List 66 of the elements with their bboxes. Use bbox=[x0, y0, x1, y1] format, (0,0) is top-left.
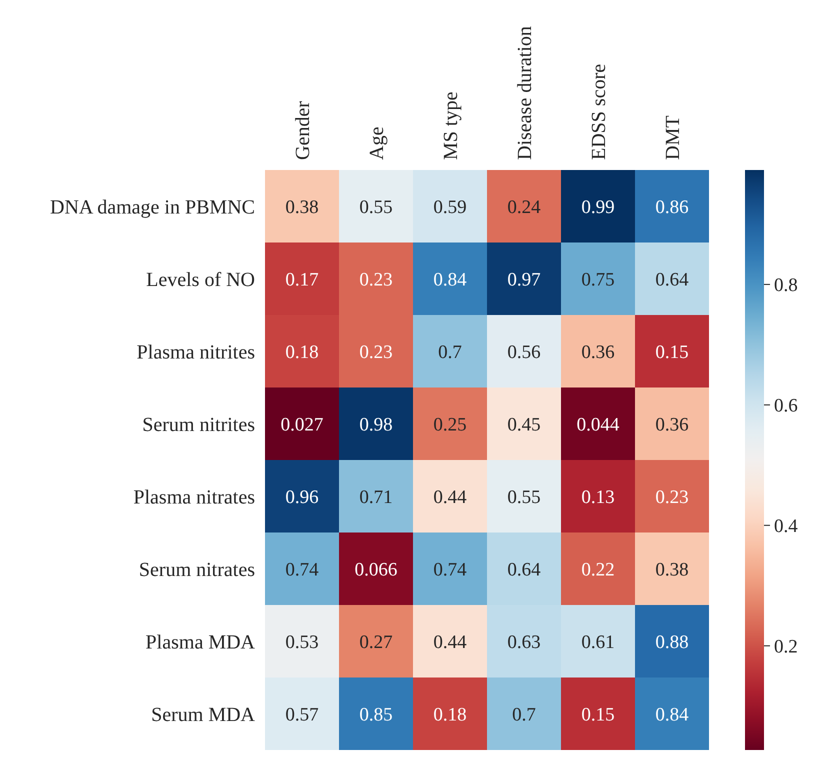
x-tick-label: DMT bbox=[662, 116, 684, 160]
y-tick-label: Plasma nitrites bbox=[136, 341, 256, 364]
data-label: 0.7 bbox=[438, 342, 462, 363]
data-label: 0.53 bbox=[285, 632, 319, 653]
x-tick-label: MS type bbox=[440, 92, 462, 160]
data-label: 0.74 bbox=[285, 559, 320, 580]
data-label: 0.84 bbox=[433, 269, 468, 290]
data-label: 0.044 bbox=[576, 414, 620, 436]
data-label: 0.61 bbox=[581, 632, 615, 653]
data-label: 0.25 bbox=[433, 414, 467, 436]
data-label: 0.98 bbox=[359, 414, 393, 436]
data-label: 0.96 bbox=[285, 486, 319, 508]
color-bar-label: 0.4 bbox=[774, 516, 798, 537]
y-tick-label: Serum nitrites bbox=[142, 414, 256, 436]
data-label: 0.23 bbox=[655, 486, 689, 508]
data-label: 0.45 bbox=[507, 414, 541, 436]
data-label: 0.85 bbox=[359, 704, 393, 726]
data-label: 0.22 bbox=[581, 559, 615, 580]
data-label: 0.97 bbox=[507, 269, 541, 290]
data-label: 0.55 bbox=[507, 486, 541, 508]
x-tick-label: Disease duration bbox=[514, 26, 536, 160]
y-tick-label: DNA damage in PBMNC bbox=[50, 196, 255, 218]
data-label: 0.27 bbox=[359, 632, 393, 653]
x-tick-label: Gender bbox=[292, 100, 314, 160]
data-label: 0.57 bbox=[285, 704, 319, 726]
y-tick-label: Plasma MDA bbox=[146, 631, 256, 654]
data-label: 0.13 bbox=[581, 486, 615, 508]
data-label: 0.38 bbox=[655, 559, 689, 580]
data-label: 0.88 bbox=[655, 632, 689, 653]
data-label: 0.7 bbox=[512, 704, 536, 726]
data-label: 0.84 bbox=[655, 704, 690, 726]
color-bar-label: 0.2 bbox=[774, 636, 798, 658]
color-bar-label: 0.6 bbox=[774, 396, 798, 417]
data-label: 0.36 bbox=[655, 414, 689, 436]
data-label: 0.55 bbox=[359, 196, 393, 218]
data-label: 0.64 bbox=[655, 269, 690, 290]
data-label: 0.63 bbox=[507, 632, 541, 653]
color-bar-label: 0.8 bbox=[774, 275, 798, 296]
data-label: 0.71 bbox=[359, 486, 393, 508]
data-label: 0.23 bbox=[359, 269, 393, 290]
data-label: 0.17 bbox=[285, 269, 319, 290]
data-label: 0.64 bbox=[507, 559, 542, 580]
x-tick-label: Age bbox=[366, 126, 388, 160]
data-label: 0.86 bbox=[655, 196, 689, 218]
data-label: 0.75 bbox=[581, 269, 615, 290]
x-tick-label: EDSS score bbox=[588, 64, 610, 160]
data-label: 0.24 bbox=[507, 196, 542, 218]
data-label: 0.99 bbox=[581, 196, 615, 218]
data-label: 0.18 bbox=[285, 342, 319, 363]
data-label: 0.59 bbox=[433, 196, 467, 218]
data-label: 0.38 bbox=[285, 196, 319, 218]
y-tick-label: Serum MDA bbox=[151, 704, 256, 726]
y-tick-label: Levels of NO bbox=[146, 268, 255, 291]
data-label: 0.36 bbox=[581, 342, 615, 363]
y-tick-label: Serum nitrates bbox=[138, 558, 256, 581]
data-label: 0.44 bbox=[433, 632, 468, 653]
y-tick-label: Plasma nitrates bbox=[133, 486, 256, 508]
data-label: 0.74 bbox=[433, 559, 468, 580]
data-label: 0.066 bbox=[354, 559, 398, 580]
data-label: 0.027 bbox=[280, 414, 324, 436]
data-label: 0.15 bbox=[581, 704, 615, 726]
data-label: 0.15 bbox=[655, 342, 689, 363]
data-label: 0.44 bbox=[433, 486, 468, 508]
data-label: 0.56 bbox=[507, 342, 541, 363]
data-label: 0.23 bbox=[359, 342, 393, 363]
data-label: 0.18 bbox=[433, 704, 467, 726]
